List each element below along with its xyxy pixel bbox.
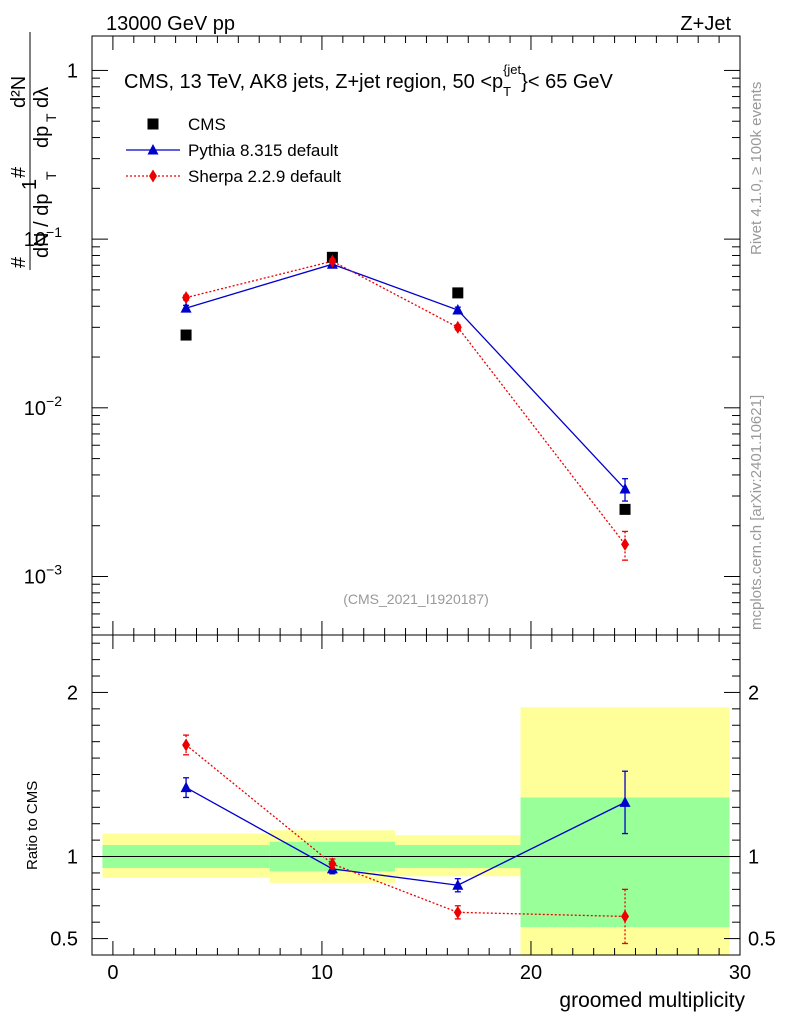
svg-text:dN / dp: dN / dp [31, 194, 53, 258]
main-pythia-line [185, 263, 626, 490]
analysis-id: (CMS_2021_I1920187) [343, 591, 489, 607]
y-tick-label-ratio: 2 [67, 682, 78, 704]
main-pythia-point [180, 302, 192, 313]
ratio-sherpa-point [453, 905, 462, 919]
svg-text:#: # [8, 256, 30, 268]
y-tick-label-main: 10−3 [24, 562, 62, 589]
mcplots-label: mcplots.cern.ch [arXiv:2401.10621] [748, 395, 765, 630]
rivet-label: Rivet 4.1.0, ≥ 100k events [748, 82, 765, 255]
x-tick-label: 20 [520, 962, 542, 984]
ratio-pythia-point [619, 796, 631, 807]
y-tick-label-main: 10−1 [24, 224, 62, 251]
main-cms-point [619, 503, 631, 515]
y-tick-label-ratio: 0.5 [50, 929, 78, 951]
ratio-sherpa-point [328, 857, 337, 871]
header-left: 13000 GeV pp [106, 13, 235, 35]
svg-text:T: T [43, 113, 59, 122]
main-sherpa-point [621, 537, 630, 551]
chart-title-sub: T [503, 84, 511, 99]
svg-text:#: # [8, 166, 30, 178]
svg-text:T: T [43, 171, 59, 180]
x-tick-label: 0 [107, 962, 118, 984]
y-tick-label-ratio-right: 0.5 [748, 929, 776, 951]
ratio-pythia-point [452, 879, 464, 890]
legend: CMS Pythia 8.315 default Sherpa 2.2.9 defa… [126, 115, 341, 186]
svg-text:dp: dp [31, 126, 53, 148]
legend-label-sherpa: Sherpa 2.2.9 default [188, 167, 341, 186]
x-axis-label: groomed multiplicity [559, 989, 745, 1012]
legend-label-cms: CMS [188, 115, 226, 134]
ratio-uncertainty-bands [102, 707, 730, 955]
x-tick-label: 30 [729, 962, 751, 984]
svg-text:dλ: dλ [31, 87, 53, 108]
legend-marker-pythia [147, 144, 159, 155]
main-sherpa-point [182, 291, 191, 305]
chart-title-sup: {jet [503, 62, 521, 77]
main-sherpa-point [453, 320, 462, 334]
legend-label-pythia: Pythia 8.315 default [188, 141, 339, 160]
legend-marker-cms [147, 118, 159, 130]
y-tick-label-main: 1 [67, 60, 78, 82]
x-tick-label: 10 [311, 962, 333, 984]
main-sherpa-line [185, 260, 626, 545]
y-tick-label-ratio-right: 1 [748, 847, 759, 869]
ratio-y-axis-label: Ratio to CMS [24, 781, 41, 870]
main-sherpa-point [328, 254, 337, 268]
main-y-axis-label: # dN / dp T 1 # dp T dλ d²N [8, 32, 59, 270]
header-right: Z+Jet [680, 13, 731, 35]
svg-text:d²N: d²N [8, 76, 30, 108]
chart-title: CMS, 13 TeV, AK8 jets, Z+jet region, 50 … [124, 62, 614, 99]
main-cms-point [180, 329, 192, 341]
ratio-sherpa-point [621, 909, 630, 923]
main-cms-point [452, 287, 464, 299]
main-pythia-point [452, 304, 464, 315]
data-series [180, 251, 631, 945]
y-tick-label-main: 10−2 [24, 393, 62, 420]
axes-frames [91, 35, 741, 956]
ratio-sherpa-point [182, 738, 191, 752]
y-tick-label-ratio: 1 [67, 847, 78, 869]
axis-ticks: 0 10 20 30 10−3 10−2 10−1 1 0.5 0.5 1 1 2 2 [24, 36, 776, 984]
chart-title-prefix: CMS, 13 TeV, AK8 jets, Z+jet region, 50 … [124, 71, 503, 93]
legend-marker-sherpa [149, 169, 157, 183]
ratio-frame [91, 634, 741, 956]
chart-title-suffix: }< 65 GeV [521, 71, 613, 93]
ratio-pythia-point [180, 781, 192, 793]
y-tick-label-ratio-right: 2 [748, 682, 759, 704]
ratio-pythia-line [185, 787, 626, 886]
main-pythia-point [619, 483, 631, 494]
